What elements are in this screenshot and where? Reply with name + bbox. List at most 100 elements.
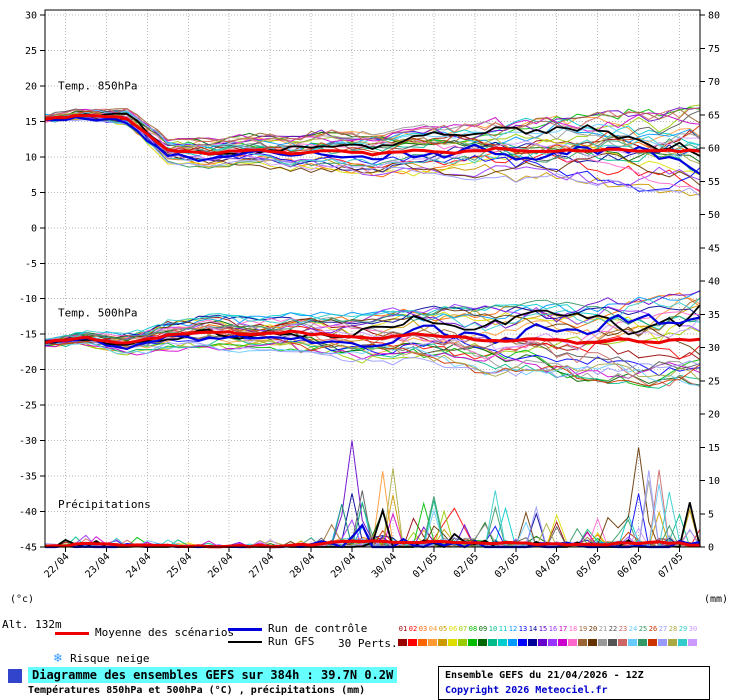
left-axis-tick-label: -15 xyxy=(19,330,37,341)
pert-color-swatch xyxy=(438,639,447,646)
ensemble-member-line xyxy=(44,323,701,360)
ensemble-member-line xyxy=(44,305,701,341)
pert-number: 12 xyxy=(508,625,518,633)
pert-number: 24 xyxy=(628,625,638,633)
right-axis-tick-label: 5 xyxy=(708,509,714,520)
ensemble-member-line xyxy=(44,297,701,340)
pert-number: 15 xyxy=(538,625,548,633)
left-axis-tick-label: 25 xyxy=(25,46,37,57)
control-label: Run de contrôle xyxy=(268,622,368,635)
left-axis-tick-label: -20 xyxy=(19,365,37,376)
left-axis-tick-label: -25 xyxy=(19,401,37,412)
ensemble-member-line xyxy=(44,303,701,342)
snow-risk-label: Risque neige xyxy=(70,652,150,665)
right-axis-tick-label: 40 xyxy=(708,277,720,288)
date-tick-label: 04/05 xyxy=(534,551,563,580)
date-tick-label: 28/04 xyxy=(288,551,317,580)
date-tick-label: 02/05 xyxy=(452,551,481,580)
date-tick-label: 01/05 xyxy=(411,551,440,580)
pert-color-swatch xyxy=(558,639,567,646)
date-tick-label: 24/04 xyxy=(124,551,153,580)
pert-number: 14 xyxy=(528,625,538,633)
date-tick-label: 29/04 xyxy=(329,551,358,580)
panel-label: Précipitations xyxy=(58,498,151,511)
gfs-line-sample xyxy=(228,641,262,643)
pert-color-swatch xyxy=(628,639,637,646)
right-axis-tick-label: 45 xyxy=(708,243,720,254)
pert-color-swatch xyxy=(418,639,427,646)
diagram-subtitle: Températures 850hPa et 500hPa (°C) , pré… xyxy=(28,685,366,696)
right-axis-tick-label: 65 xyxy=(708,110,720,121)
ensemble-member-line xyxy=(44,338,701,378)
pert-color-swatch xyxy=(578,639,587,646)
pert-color-swatch xyxy=(528,639,537,646)
right-axis-tick-label: 0 xyxy=(708,543,714,554)
pert-number: 27 xyxy=(658,625,668,633)
pert-number: 08 xyxy=(468,625,478,633)
ensemble-member-line xyxy=(44,342,701,387)
pert-number: 17 xyxy=(558,625,568,633)
right-axis-tick-label: 80 xyxy=(708,11,720,22)
ensemble-member-line xyxy=(44,108,701,143)
pert-color-swatch xyxy=(688,639,697,646)
pert-number: 10 xyxy=(488,625,498,633)
left-axis-tick-label: 15 xyxy=(25,117,37,128)
ensemble-mean-line xyxy=(44,539,700,549)
pert-number: 18 xyxy=(568,625,578,633)
right-axis-tick-label: 50 xyxy=(708,210,720,221)
date-tick-label: 25/04 xyxy=(165,551,194,580)
diagram-title: Diagramme des ensembles GEFS sur 384h : … xyxy=(28,667,398,683)
pert-number: 23 xyxy=(618,625,628,633)
left-axis-tick-label: 20 xyxy=(25,81,37,92)
pert-color-swatch xyxy=(548,639,557,646)
pert-number: 07 xyxy=(458,625,468,633)
date-tick-label: 27/04 xyxy=(247,551,276,580)
altitude-label: Alt. 132m xyxy=(2,618,62,631)
ensemble-member-line xyxy=(44,335,701,377)
pert-color-swatch xyxy=(598,639,607,646)
right-axis-tick-label: 60 xyxy=(708,144,720,155)
ensemble-member-line xyxy=(44,108,701,145)
panel-label: Temp. 850hPa xyxy=(58,79,137,92)
control-line-sample xyxy=(228,628,262,631)
pert-number: 11 xyxy=(498,625,508,633)
perts-count-label: 30 Perts. xyxy=(338,637,398,650)
pert-color-swatch xyxy=(408,639,417,646)
pert-number: 16 xyxy=(548,625,558,633)
pert-number: 22 xyxy=(608,625,618,633)
date-tick-label: 07/05 xyxy=(657,551,686,580)
grid xyxy=(45,10,700,548)
pert-color-swatch xyxy=(638,639,647,646)
pert-number: 01 xyxy=(398,625,408,633)
pert-number: 25 xyxy=(638,625,648,633)
date-tick-label: 22/04 xyxy=(43,551,72,580)
pert-number: 28 xyxy=(668,625,678,633)
pert-color-swatch xyxy=(608,639,617,646)
snowflake-icon: ❄ xyxy=(53,651,64,665)
ensemble-member-line xyxy=(44,341,701,379)
run-info: Ensemble GEFS du 21/04/2026 - 12Z xyxy=(445,670,644,681)
pert-color-swatch xyxy=(478,639,487,646)
pert-number: 26 xyxy=(648,625,658,633)
plot-border xyxy=(44,9,701,548)
date-tick-label: 06/05 xyxy=(616,551,645,580)
left-axis-tick-label: 5 xyxy=(31,188,37,199)
copyright-link[interactable]: Copyright 2026 Meteociel.fr xyxy=(445,685,608,696)
pert-number: 02 xyxy=(408,625,418,633)
run-info-box: Ensemble GEFS du 21/04/2026 - 12Z Copyri… xyxy=(438,666,710,700)
snow-risk-legend: ❄ Risque neige xyxy=(53,651,150,665)
pert-color-swatch xyxy=(668,639,677,646)
pert-color-swatch xyxy=(518,639,527,646)
pert-color-swatch xyxy=(658,639,667,646)
date-tick-label: 05/05 xyxy=(575,551,604,580)
pert-color-swatch xyxy=(678,639,687,646)
left-axis-tick-label: -40 xyxy=(19,507,37,518)
mean-line-sample xyxy=(55,632,89,635)
pert-color-swatch xyxy=(508,639,517,646)
pert-color-swatch xyxy=(448,639,457,646)
pert-color-swatch xyxy=(588,639,597,646)
gfs-label: Run GFS xyxy=(268,635,315,648)
right-axis-tick-label: 25 xyxy=(708,376,720,387)
pert-number: 04 xyxy=(428,625,438,633)
ensemble-mean-line xyxy=(44,329,701,345)
